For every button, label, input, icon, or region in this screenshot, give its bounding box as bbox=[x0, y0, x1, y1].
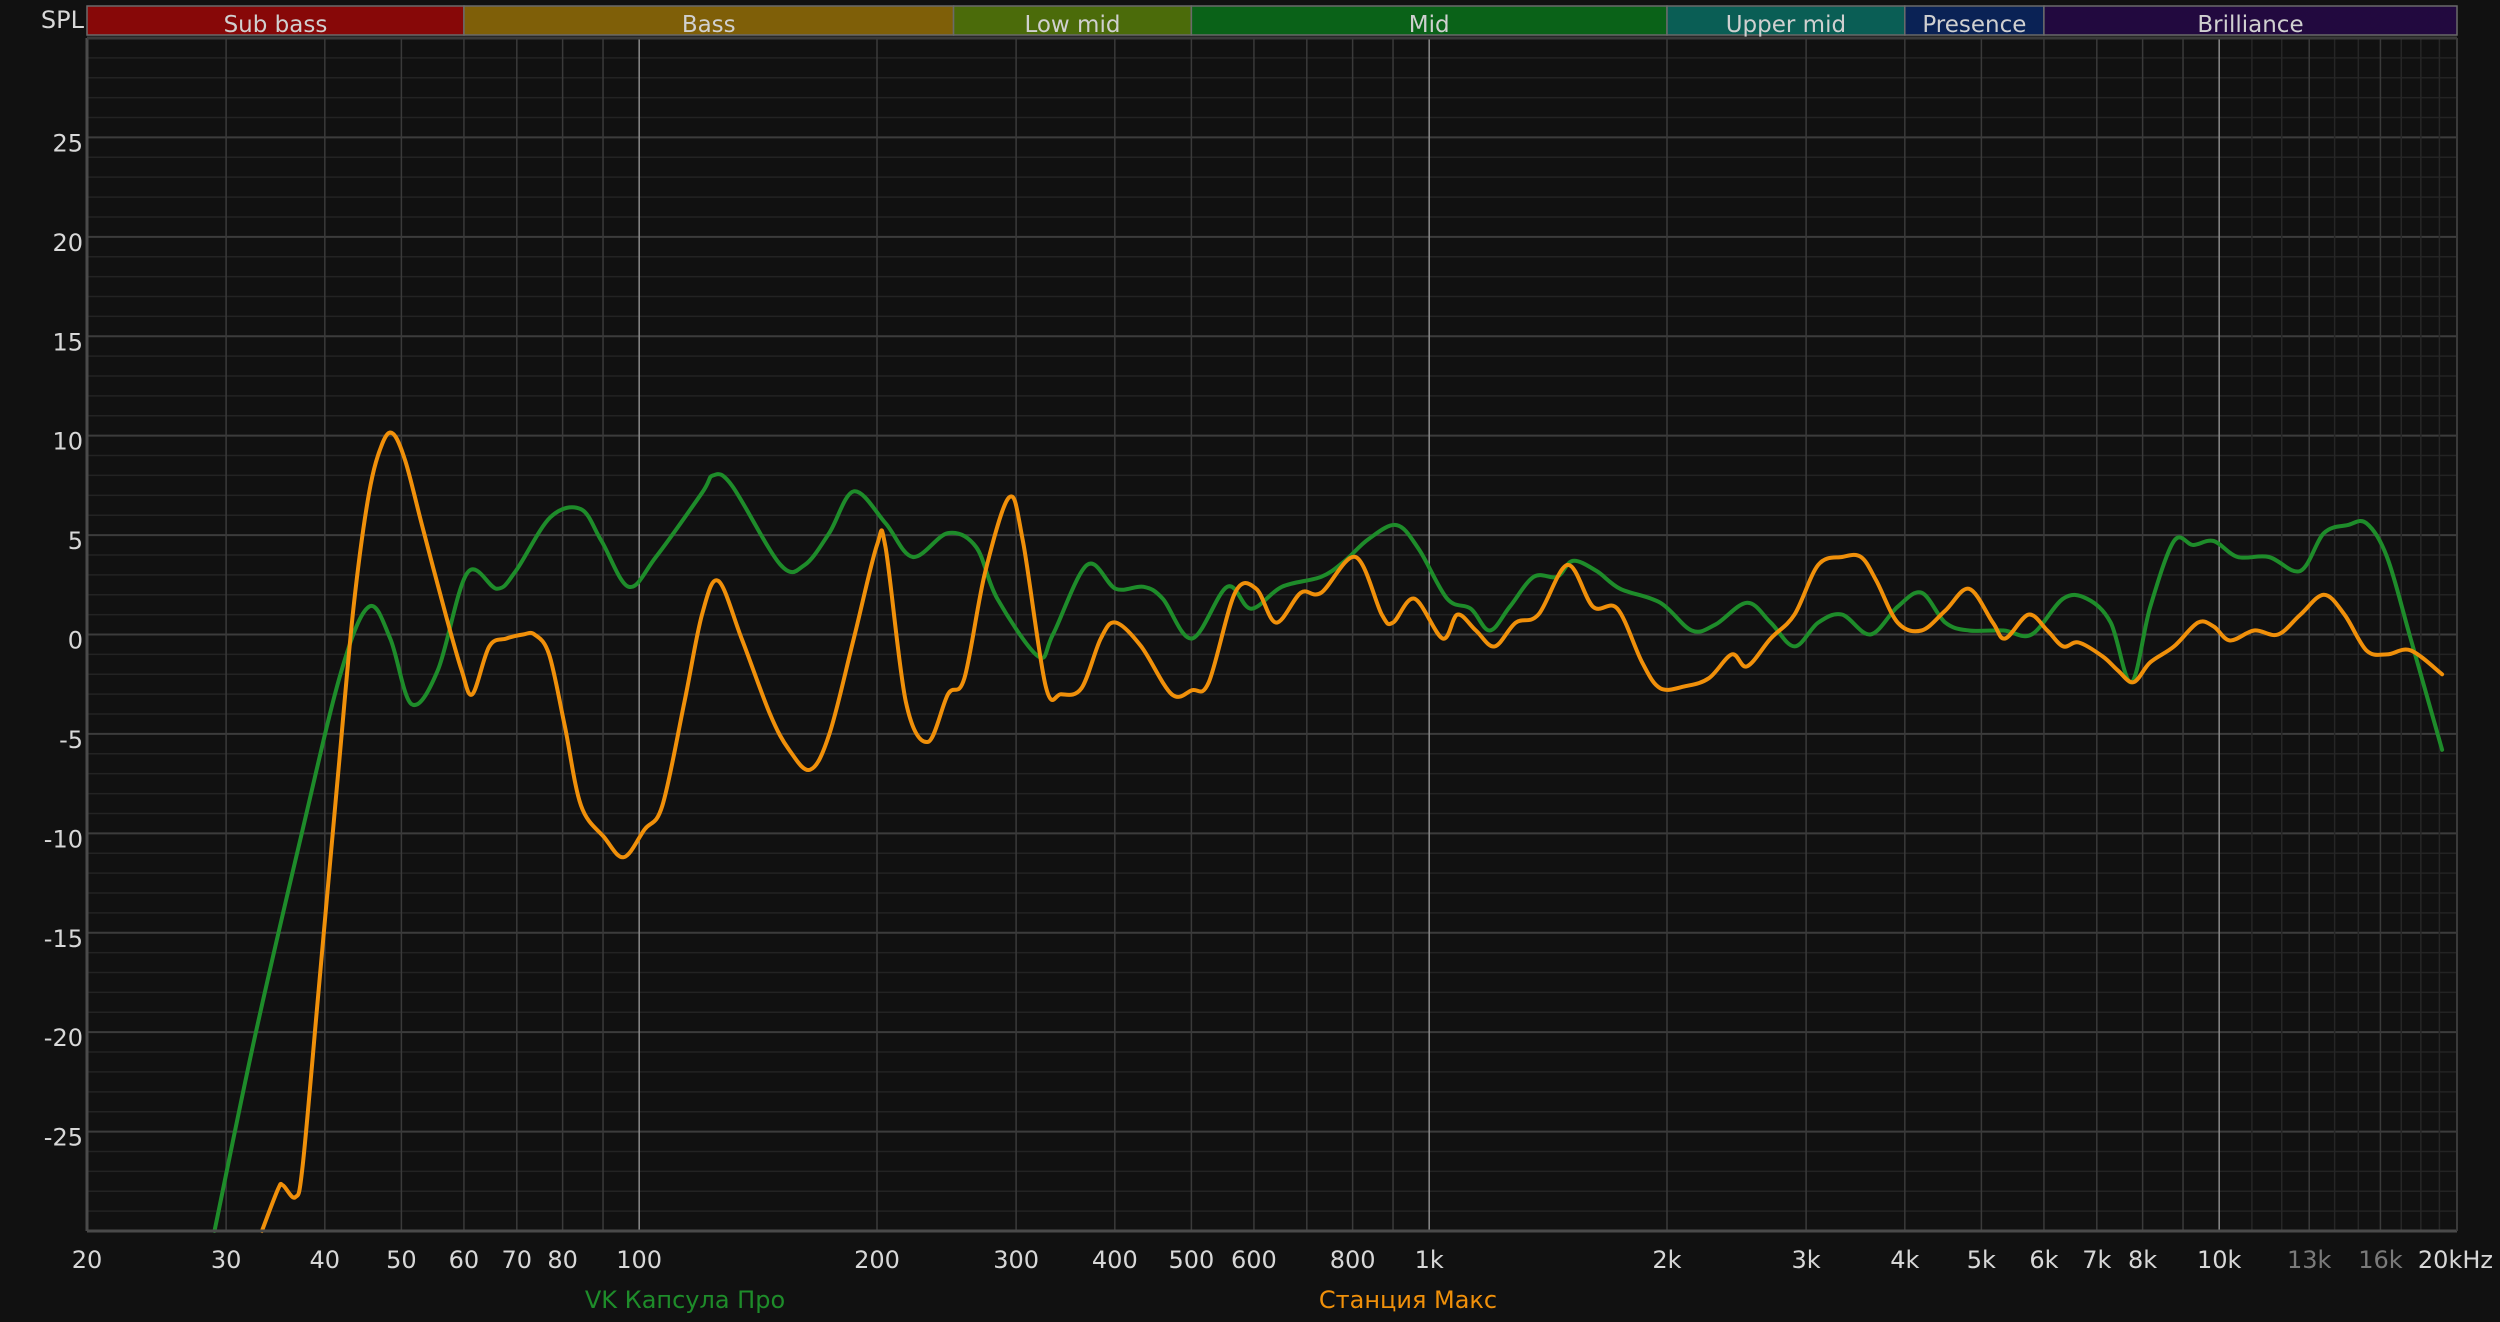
x-tick-label: 70 bbox=[502, 1246, 533, 1274]
y-tick-label: 25 bbox=[52, 129, 83, 157]
x-tick-label: 4k bbox=[1890, 1246, 1919, 1274]
x-tick-label: 30 bbox=[211, 1246, 242, 1274]
band-label: Brilliance bbox=[2197, 12, 2303, 38]
x-tick-label: 600 bbox=[1231, 1246, 1277, 1274]
band-brilliance bbox=[2043, 5, 2458, 36]
x-tick-label: 8k bbox=[2128, 1246, 2157, 1274]
y-tick-label: 10 bbox=[52, 428, 83, 456]
x-tick-label: 3k bbox=[1792, 1246, 1821, 1274]
y-tick-label: -10 bbox=[44, 825, 83, 853]
series-line-1 bbox=[259, 430, 2445, 1233]
y-tick-labels: 25 20 15 10 5 0 -5 -10 -15 -20 -25 bbox=[44, 129, 83, 1151]
series-line-0 bbox=[212, 472, 2445, 1233]
band-label: Bass bbox=[682, 12, 736, 38]
y-tick-label: 20 bbox=[52, 229, 83, 257]
x-tick-label: 10k bbox=[2197, 1246, 2242, 1274]
y-tick-label: 15 bbox=[52, 328, 83, 356]
x-tick-label: 20kHz bbox=[2418, 1246, 2493, 1274]
band-presence bbox=[1904, 5, 2045, 36]
band-label: Presence bbox=[1922, 12, 2026, 38]
y-tick-label: -5 bbox=[59, 726, 83, 754]
x-tick-labels: 20 30 40 50 60 70 80 100 200 300 400 500 600 800 1k 2k 3… bbox=[72, 1246, 2493, 1274]
frequency-bands: Sub bass Bass Low mid Mid Upper mid Presence B… bbox=[86, 5, 2458, 38]
band-upper-mid bbox=[1666, 5, 1906, 36]
x-tick-label: 1k bbox=[1415, 1246, 1444, 1274]
x-tick-label: 200 bbox=[854, 1246, 900, 1274]
x-tick-label: 500 bbox=[1168, 1246, 1214, 1274]
band-label: Mid bbox=[1409, 12, 1450, 38]
legend-item-vk-kapsula-pro: VK Капсула Про bbox=[584, 1286, 786, 1314]
x-tick-label: 80 bbox=[547, 1246, 578, 1274]
series-lines bbox=[212, 430, 2445, 1233]
band-sub-bass bbox=[86, 5, 465, 36]
x-tick-label: 5k bbox=[1967, 1246, 1996, 1274]
x-tick-label: 2k bbox=[1652, 1246, 1681, 1274]
x-tick-label: 13k bbox=[2287, 1246, 2332, 1274]
y-tick-label: -20 bbox=[44, 1024, 83, 1052]
band-label: Sub bass bbox=[224, 12, 328, 38]
band-bass bbox=[463, 5, 955, 36]
y-tick-label: -25 bbox=[44, 1124, 83, 1152]
band-low-mid bbox=[952, 5, 1193, 36]
x-tick-label: 400 bbox=[1092, 1246, 1138, 1274]
x-tick-label: 100 bbox=[616, 1246, 662, 1274]
x-tick-label: 6k bbox=[2029, 1246, 2058, 1274]
x-tick-label: 16k bbox=[2358, 1246, 2403, 1274]
y-axis-label: SPL bbox=[41, 6, 85, 34]
grid bbox=[87, 38, 2457, 1231]
y-tick-label: 0 bbox=[68, 627, 83, 655]
x-tick-label: 40 bbox=[310, 1246, 341, 1274]
x-tick-label: 800 bbox=[1330, 1246, 1376, 1274]
x-tick-label: 20 bbox=[72, 1246, 103, 1274]
y-tick-label: -15 bbox=[44, 925, 83, 953]
band-label: Low mid bbox=[1024, 12, 1120, 38]
x-tick-label: 60 bbox=[449, 1246, 480, 1274]
legend-item-stantsiya-maks: Станция Макс bbox=[1318, 1286, 1498, 1314]
x-tick-label: 300 bbox=[993, 1246, 1039, 1274]
x-tick-label: 50 bbox=[386, 1246, 417, 1274]
x-tick-label: 7k bbox=[2082, 1246, 2111, 1274]
band-label: Upper mid bbox=[1726, 12, 1846, 38]
y-tick-label: 5 bbox=[68, 527, 83, 555]
